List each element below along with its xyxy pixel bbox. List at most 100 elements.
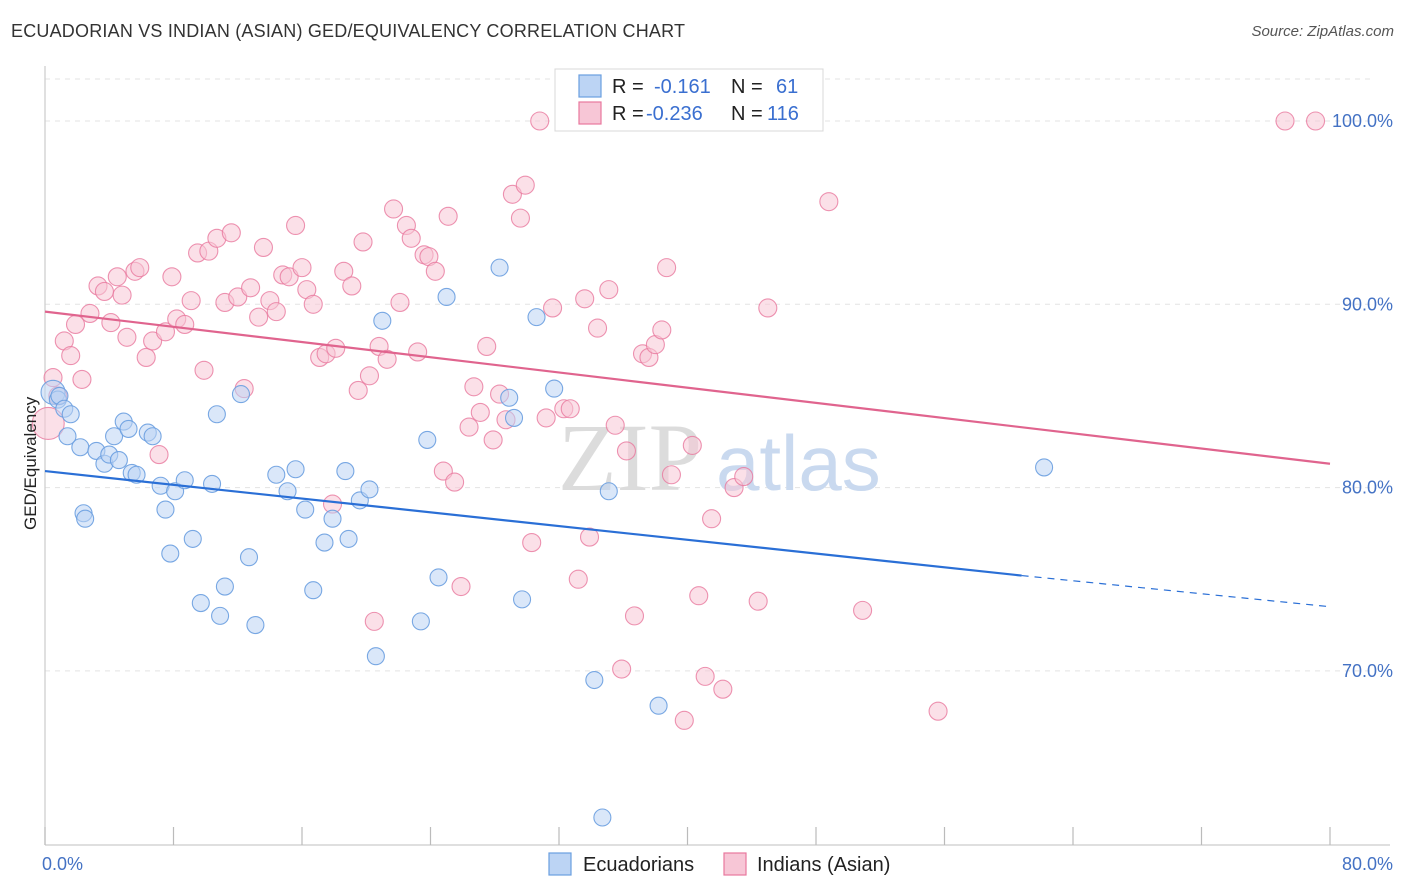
point-indians xyxy=(194,360,214,380)
point-indians xyxy=(101,313,121,333)
point-ecuadorians xyxy=(127,465,146,484)
legend-n-label-1: N = xyxy=(731,76,763,98)
point-ecuadorians xyxy=(105,427,124,446)
series-ecuadorians-points xyxy=(40,258,1054,827)
point-indians xyxy=(364,611,384,631)
point-indians xyxy=(477,336,497,356)
point-ecuadorians xyxy=(58,427,77,446)
point-indians xyxy=(522,533,542,553)
trend-line-indians xyxy=(44,310,1331,465)
y-tick-label: 80.0% xyxy=(1342,478,1393,498)
axes xyxy=(44,66,1390,846)
point-ecuadorians xyxy=(490,258,509,277)
point-indians xyxy=(266,302,286,322)
point-indians xyxy=(530,111,550,131)
point-ecuadorians xyxy=(61,405,80,424)
bottom-legend-ecuadorians: Ecuadorians xyxy=(583,854,694,876)
point-indians xyxy=(470,402,490,422)
source-credit: Source: ZipAtlas.com xyxy=(1251,23,1394,40)
point-ecuadorians xyxy=(211,606,230,625)
point-indians xyxy=(384,199,404,219)
point-indians xyxy=(61,346,81,366)
bottom-legend: Ecuadorians Indians (Asian) xyxy=(548,852,890,876)
point-indians xyxy=(377,349,397,369)
point-indians xyxy=(130,258,150,278)
legend-r-label-2: R = xyxy=(612,103,644,125)
y-tick-label: 90.0% xyxy=(1342,294,1393,314)
point-indians xyxy=(253,237,274,258)
point-indians xyxy=(689,586,709,606)
point-ecuadorians xyxy=(339,529,358,548)
point-indians xyxy=(616,441,637,461)
point-indians xyxy=(652,320,672,340)
point-indians xyxy=(425,261,445,281)
point-indians xyxy=(1305,111,1326,131)
point-indians xyxy=(445,472,465,492)
point-ecuadorians xyxy=(513,590,532,609)
point-indians xyxy=(31,406,65,440)
point-indians xyxy=(279,267,299,287)
point-ecuadorians xyxy=(585,670,604,690)
point-indians xyxy=(510,208,531,228)
grid-lines xyxy=(45,78,1370,672)
point-indians xyxy=(326,338,346,358)
y-axis-label: GED/Equivalency xyxy=(21,396,40,530)
point-indians xyxy=(221,223,241,243)
point-indians xyxy=(162,267,182,287)
point-indians xyxy=(605,415,625,435)
point-indians xyxy=(713,679,733,699)
point-indians xyxy=(80,303,100,323)
legend-r-label-1: R = xyxy=(612,76,644,98)
point-ecuadorians xyxy=(143,427,162,446)
bottom-legend-swatch-ecuadorians xyxy=(548,852,572,876)
trend-lines xyxy=(44,310,1331,608)
point-indians xyxy=(249,307,269,327)
point-ecuadorians xyxy=(504,408,524,427)
point-indians xyxy=(682,435,702,455)
point-indians xyxy=(579,527,600,547)
point-indians xyxy=(695,666,715,686)
point-ecuadorians xyxy=(231,385,251,404)
point-indians xyxy=(438,206,458,226)
tick-labels: 70.0% 80.0% 90.0% 100.0% 0.0% 80.0% xyxy=(42,111,1393,874)
point-ecuadorians xyxy=(373,311,392,330)
x-tick-label: 80.0% xyxy=(1342,854,1393,874)
point-indians xyxy=(536,408,556,428)
point-indians xyxy=(587,318,608,338)
legend-n-value-2: 116 xyxy=(767,103,799,125)
point-indians xyxy=(657,258,677,278)
point-indians xyxy=(575,289,595,309)
point-indians xyxy=(401,228,421,248)
point-indians xyxy=(390,292,410,312)
bottom-legend-indians: Indians (Asian) xyxy=(757,854,890,876)
point-indians xyxy=(464,377,484,397)
point-indians xyxy=(353,232,373,252)
point-indians xyxy=(72,369,92,389)
point-ecuadorians xyxy=(437,287,456,307)
point-indians xyxy=(107,267,127,287)
point-ecuadorians xyxy=(215,577,234,596)
legend-swatch-ecuadorians xyxy=(578,74,602,98)
point-indians xyxy=(136,347,156,367)
point-indians xyxy=(599,280,619,300)
point-ecuadorians xyxy=(119,419,138,438)
trend-line-ecuadorians-extension xyxy=(1021,574,1331,608)
watermark-atlas: atlas xyxy=(716,419,881,507)
point-indians xyxy=(143,331,163,351)
point-ecuadorians xyxy=(336,462,355,481)
point-indians xyxy=(661,465,681,485)
point-indians xyxy=(502,184,522,204)
legend-r-value-1: -0.161 xyxy=(654,76,711,98)
bottom-legend-swatch-indians xyxy=(723,852,747,876)
point-ecuadorians xyxy=(71,438,90,457)
point-ecuadorians xyxy=(500,388,519,407)
point-indians xyxy=(94,281,114,302)
point-ecuadorians xyxy=(183,529,202,548)
point-indians xyxy=(734,467,754,487)
point-indians xyxy=(117,327,137,347)
legend-r-value-2: -0.236 xyxy=(646,103,703,125)
stats-legend: R = -0.161 N = 61 R = -0.236 N = 116 xyxy=(554,68,824,132)
point-indians xyxy=(241,278,261,298)
point-ecuadorians xyxy=(366,647,385,666)
point-indians xyxy=(303,294,323,314)
